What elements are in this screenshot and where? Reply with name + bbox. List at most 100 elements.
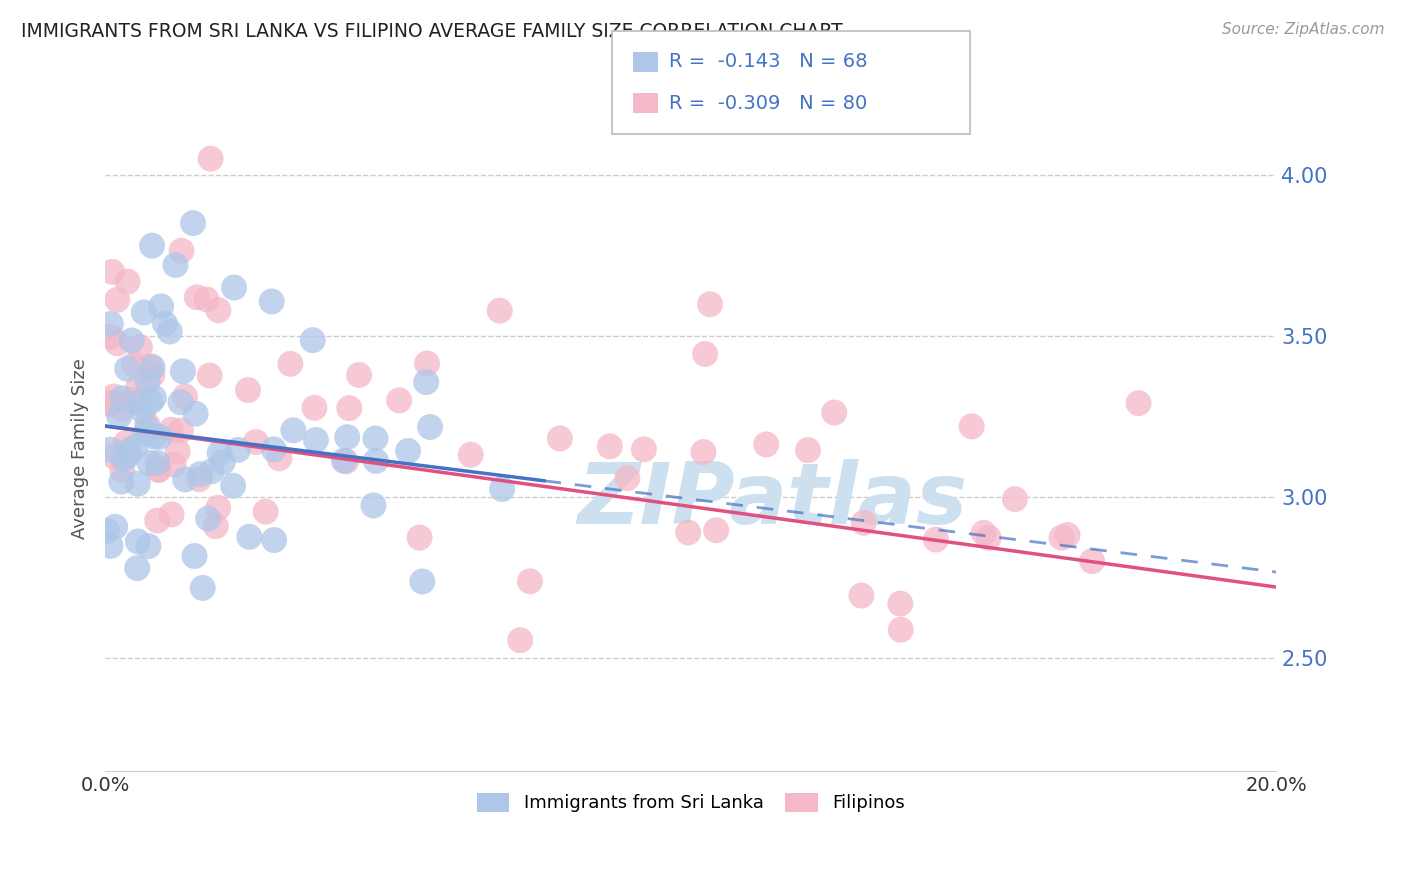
Legend: Immigrants from Sri Lanka, Filipinos: Immigrants from Sri Lanka, Filipinos (470, 785, 912, 820)
Point (548, 431, 571, 445)
Point (150, 299, 173, 313)
Point (105, 293, 128, 307)
Point (138, 539, 160, 553)
Point (852, 516, 875, 530)
Point (616, 471, 638, 485)
Point (305, 433, 328, 447)
Point (121, 392, 143, 407)
Point (245, 435, 267, 450)
Point (207, 303, 229, 318)
Point (415, 375, 437, 389)
Point (118, 443, 141, 458)
Point (333, 453, 356, 467)
Point (100, 539, 122, 553)
Point (162, 458, 184, 472)
Point (127, 561, 149, 575)
Point (174, 472, 197, 486)
Point (115, 361, 138, 376)
Point (146, 456, 169, 470)
Point (260, 294, 283, 309)
Point (100, 330, 122, 344)
Point (263, 442, 285, 457)
Point (197, 511, 219, 525)
Point (181, 216, 204, 230)
Point (142, 391, 165, 405)
Point (135, 426, 157, 441)
Point (128, 340, 150, 354)
Point (146, 514, 169, 528)
Point (136, 375, 159, 389)
Point (491, 482, 513, 496)
Point (103, 449, 125, 463)
Point (509, 633, 531, 648)
Point (283, 423, 305, 437)
Point (254, 505, 277, 519)
Point (142, 360, 165, 375)
Point (925, 533, 948, 547)
Point (110, 475, 132, 489)
Point (335, 454, 357, 468)
Point (115, 435, 138, 450)
Point (363, 499, 385, 513)
Point (633, 442, 655, 457)
Point (200, 464, 222, 478)
Point (111, 391, 134, 405)
Point (337, 401, 360, 416)
Text: R =  -0.143   N = 68: R = -0.143 N = 68 (669, 53, 868, 71)
Point (1056, 528, 1078, 542)
Point (222, 280, 245, 294)
Point (488, 303, 510, 318)
Point (676, 525, 699, 540)
Point (98, 395, 121, 409)
Point (188, 472, 211, 486)
Point (117, 275, 139, 289)
Point (416, 356, 439, 370)
Point (222, 479, 245, 493)
Point (977, 531, 1000, 545)
Point (139, 394, 162, 409)
Point (160, 508, 183, 522)
Point (823, 406, 845, 420)
Point (198, 368, 221, 383)
Point (122, 358, 145, 372)
Point (131, 404, 153, 418)
Point (419, 420, 441, 434)
Point (755, 437, 778, 451)
Point (280, 357, 302, 371)
Point (211, 455, 233, 469)
Point (148, 463, 170, 477)
Point (188, 467, 211, 482)
Point (104, 520, 127, 534)
Point (105, 336, 128, 351)
Point (136, 417, 159, 432)
Point (195, 293, 218, 307)
Point (141, 368, 163, 382)
Point (269, 451, 291, 466)
Point (411, 574, 433, 589)
Point (121, 334, 143, 348)
Point (364, 454, 387, 468)
Point (159, 325, 181, 339)
Point (460, 448, 482, 462)
Point (208, 446, 231, 460)
Point (204, 519, 226, 533)
Point (184, 407, 207, 421)
Point (170, 424, 193, 438)
Point (132, 305, 155, 319)
Point (263, 533, 285, 547)
Point (207, 500, 229, 515)
Point (160, 423, 183, 437)
Point (191, 581, 214, 595)
Point (111, 462, 134, 476)
Point (169, 395, 191, 409)
Point (890, 623, 912, 637)
Point (139, 359, 162, 373)
Point (692, 445, 714, 459)
Point (1004, 492, 1026, 507)
Point (136, 421, 159, 435)
Point (138, 456, 160, 470)
Point (117, 449, 139, 463)
Point (704, 523, 727, 537)
Point (165, 258, 187, 272)
Point (101, 265, 124, 279)
